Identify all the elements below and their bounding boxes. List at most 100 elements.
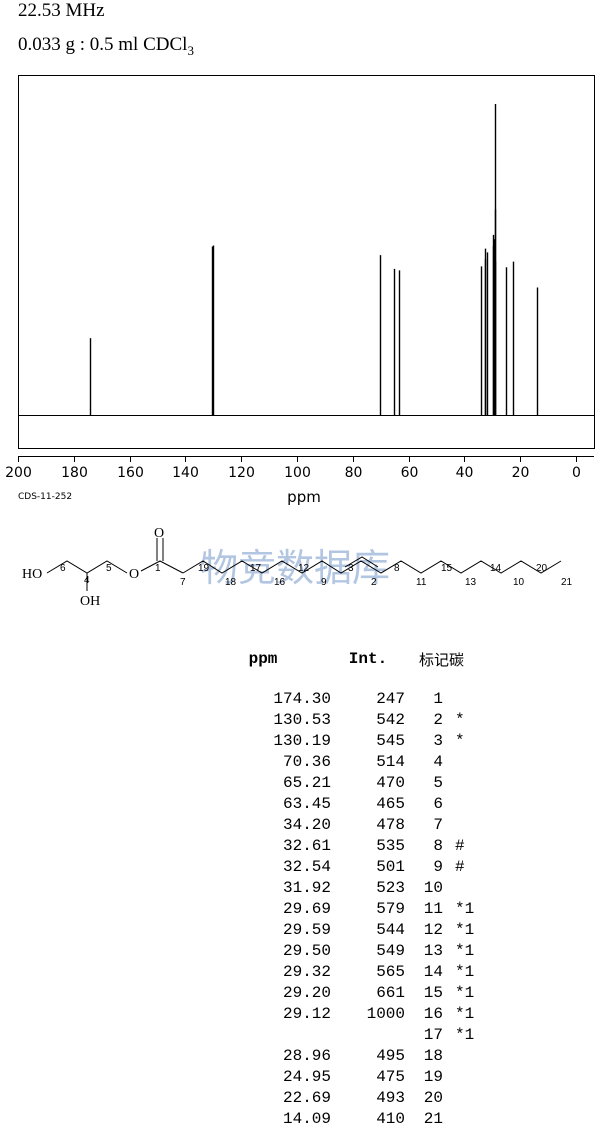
peak-intensity: 565 [376,962,405,981]
carbon-num: 14 [490,563,502,574]
peak-intensity: 661 [376,983,405,1002]
carbon-number: 3 [433,731,443,750]
peak-row: 130.53 542 2 * [165,709,579,730]
peak-label: 10 [405,877,579,898]
watermark-text: 物竞数据库 [200,546,390,590]
peak-row: 63.45 465 6 [165,793,579,814]
carbon-number: 1 [433,689,443,708]
peak-mark: *1 [455,920,475,939]
peak-ppm: 174.30 [273,689,331,708]
atom-carbonyl-o: O [154,526,164,541]
peak-intensity: 579 [376,899,405,918]
carbon-number: 17 [423,1025,443,1044]
peak-label: 11 *1 [405,898,579,919]
peak-row: 29.20 661 15 *1 [165,982,579,1003]
carbon-num: 4 [84,575,90,586]
peak-row: 65.21 470 5 [165,772,579,793]
sample-subscript: 3 [187,42,194,58]
peak-label: 9 # [405,856,579,877]
peak-row: 70.36 514 4 [165,751,579,772]
peak-ppm: 130.53 [273,710,331,729]
peak-label: 20 [405,1087,579,1108]
peak-ppm: 29.59 [282,920,331,939]
carbon-num: 13 [465,577,477,588]
carbon-number: 2 [433,710,443,729]
carbon-num: 12 [298,563,310,574]
x-axis-title: ppm [287,488,321,506]
peak-intensity: 1000 [366,1004,405,1023]
peak-intensity: 549 [376,941,405,960]
carbon-num: 1 [155,563,161,574]
x-tick-label: 160 [117,465,144,481]
carbon-num: 6 [60,563,66,574]
peak-ppm: 130.19 [273,731,331,750]
x-tick-label: 180 [61,465,88,481]
peak-label: 17 *1 [405,1024,579,1045]
peak-table-body: 174.30 247 1 130.53 542 2 * 130.19 545 3 * 70.36 514… [165,688,579,1129]
carbon-num: 21 [561,577,573,588]
peak-mark: *1 [455,941,475,960]
peak-row: 32.54 501 9 # [165,856,579,877]
x-tick-label: 140 [172,465,199,481]
carbon-number: 9 [433,857,443,876]
peak-mark: *1 [455,983,475,1002]
x-tick-label: 40 [456,465,474,481]
peak-ppm [165,1024,331,1045]
x-tick-label: 200 [5,465,32,481]
peak-ppm: 24.95 [282,1067,331,1086]
peak-mark: * [455,731,465,750]
structure-diagram: 物竞数据库 HO OH O O 6 4 5 1 7 19 18 17 16 12… [22,526,573,609]
peak-ppm: 65.21 [282,773,331,792]
atom-ester-o: O [129,567,139,582]
peak-row: 24.95 475 19 [165,1066,579,1087]
peak-label: 4 [405,751,579,772]
peak-ppm: 29.12 [282,1004,331,1023]
peak-ppm: 14.09 [282,1109,331,1128]
carbon-num: 8 [394,563,400,574]
peak-row: 14.09 410 21 [165,1108,579,1129]
peak-label: 13 *1 [405,940,579,961]
peak-mark: * [455,710,465,729]
peak-row: 22.69 493 20 [165,1087,579,1108]
peak-mark: *1 [455,899,475,918]
carbon-num: 16 [274,577,286,588]
x-tick-label: 0 [572,465,581,481]
carbon-num: 20 [536,563,548,574]
peak-ppm: 63.45 [282,794,331,813]
peak-intensity: 410 [376,1109,405,1128]
peak-row: 17 *1 [165,1024,579,1045]
peak-ppm: 29.20 [282,983,331,1002]
peak-row: 130.19 545 3 * [165,730,579,751]
peak-ppm: 32.54 [282,857,331,876]
peak-label: 14 *1 [405,961,579,982]
carbon-number: 20 [423,1088,443,1107]
peak-ppm: 32.61 [282,836,331,855]
peak-label: 6 [405,793,579,814]
x-axis-ticks: 200 180 160 140 120 100 80 60 40 20 0 [5,456,581,481]
peak-intensity: 514 [376,752,405,771]
peak-row: 29.32 565 14 *1 [165,961,579,982]
carbon-num: 19 [198,563,210,574]
peak-intensity: 465 [376,794,405,813]
carbon-number: 14 [423,962,443,981]
peak-label: 3 * [405,730,579,751]
carbon-number: 16 [423,1004,443,1023]
peak-ppm: 29.69 [282,899,331,918]
nmr-spectrum-chart: 200 180 160 140 120 100 80 60 40 20 0 ppm [5,75,595,506]
carbon-number: 18 [423,1046,443,1065]
peak-row: 34.20 478 7 [165,814,579,835]
peak-intensity [331,1024,405,1045]
carbon-number: 6 [433,794,443,813]
structure-bonds [46,538,562,591]
peak-label: 2 * [405,709,579,730]
peak-intensity: 475 [376,1067,405,1086]
peak-row: 29.12 1000 16 *1 [165,1003,579,1024]
header-label: 标记碳 [419,650,465,669]
peak-row: 32.61 535 8 # [165,835,579,856]
spectrometer-frequency: 22.53 MHz [18,0,105,21]
peak-mark: # [455,857,465,876]
peak-ppm: 28.96 [282,1046,331,1065]
carbon-num: 15 [441,563,453,574]
peak-mark: *1 [455,962,475,981]
peak-intensity: 535 [376,836,405,855]
